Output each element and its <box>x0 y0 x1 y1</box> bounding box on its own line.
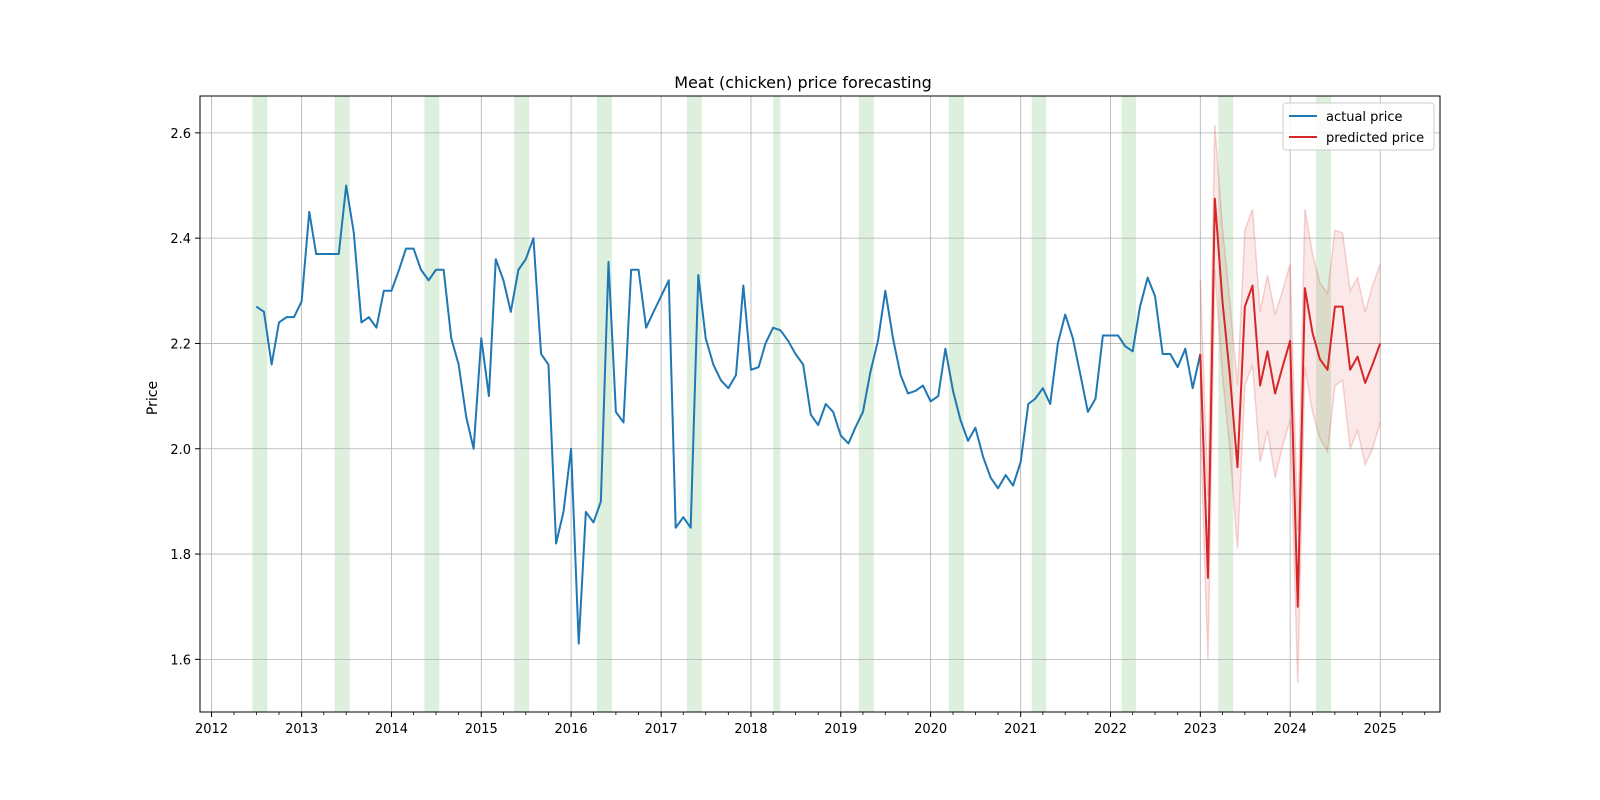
x-tick-label-2024: 2024 <box>1274 722 1307 737</box>
highlight-band-9 <box>1031 96 1047 712</box>
x-tick-label-2025: 2025 <box>1364 722 1397 737</box>
confidence-band-upper <box>1199 124 1381 531</box>
highlight-band-2 <box>424 96 440 712</box>
x-tick-label-2022: 2022 <box>1094 722 1127 737</box>
y-tick-label: 2.4 <box>170 232 191 247</box>
series-line-0 <box>255 184 1202 645</box>
y-tick-label: 2.2 <box>170 337 191 352</box>
highlight-band-0 <box>252 96 268 712</box>
highlight-band-11 <box>1218 96 1234 712</box>
confidence-band-area <box>1200 124 1381 684</box>
y-axis: 1.6 1.8 2.0 2.2 2.4 2.6 <box>170 127 200 668</box>
x-tick-label-2016: 2016 <box>555 722 588 737</box>
legend: actual price predicted price <box>1282 102 1435 151</box>
confidence-band-lower <box>1199 269 1381 684</box>
grid-lines <box>200 96 1440 712</box>
chart-title: Meat (chicken) price forecasting <box>674 73 932 92</box>
x-tick-label-2018: 2018 <box>734 722 767 737</box>
y-tick-label: 2.6 <box>170 127 191 142</box>
y-axis-label: Price <box>145 381 161 415</box>
x-tick-label-2013: 2013 <box>285 722 318 737</box>
legend-box <box>1282 102 1435 151</box>
confidence-bands <box>1199 124 1381 684</box>
highlight-band-12 <box>1315 96 1331 712</box>
highlight-band-6 <box>773 96 781 712</box>
x-tick-label-2014: 2014 <box>375 722 408 737</box>
y-tick-label: 2.0 <box>170 443 191 458</box>
legend-label-1: predicted price <box>1326 131 1424 146</box>
x-tick-label-2017: 2017 <box>645 722 678 737</box>
legend-label-0: actual price <box>1326 110 1403 125</box>
series-lines <box>255 184 1382 645</box>
x-tick-label-2012: 2012 <box>195 722 228 737</box>
x-tick-label-2023: 2023 <box>1184 722 1217 737</box>
y-tick-label: 1.8 <box>170 548 191 563</box>
x-tick-label-2021: 2021 <box>1004 722 1037 737</box>
highlight-band-7 <box>858 96 874 712</box>
x-tick-label-2020: 2020 <box>914 722 947 737</box>
series-line-1 <box>1199 197 1382 608</box>
x-tick-label-2015: 2015 <box>465 722 498 737</box>
highlight-band-3 <box>514 96 530 712</box>
plot-frame <box>199 95 1441 713</box>
x-tick-label-2019: 2019 <box>824 722 857 737</box>
x-axis: 2012 2013 2014 2015 2016 2017 2018 2019 2020 2021… <box>195 712 1426 737</box>
y-tick-label: 1.6 <box>170 653 191 668</box>
highlight-band-10 <box>1121 96 1137 712</box>
